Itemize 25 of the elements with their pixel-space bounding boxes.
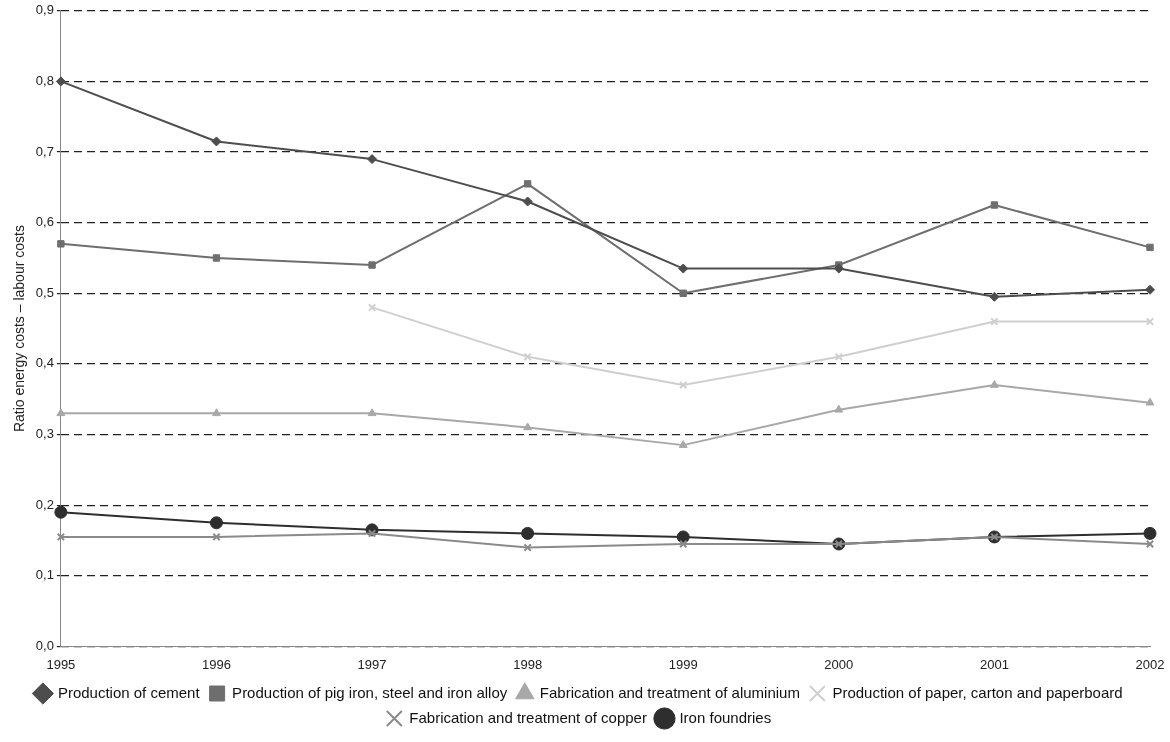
y-tick-label: 0,2 <box>35 496 54 512</box>
legend-label: Production of paper, carton and paperboard <box>832 683 1123 701</box>
y-tick-label: 0,1 <box>35 567 54 583</box>
legend-label: Production of cement <box>57 683 201 701</box>
legend-label: Fabrication and treatment of aluminium <box>539 683 800 701</box>
x-tick-label: 2002 <box>1135 656 1165 672</box>
legend-label: Production of pig iron, steel and iron alloy <box>232 683 508 701</box>
y-tick-label: 0,3 <box>35 426 54 442</box>
x-tick-label: 1998 <box>513 656 543 672</box>
x-tick-label: 1995 <box>46 656 76 672</box>
x-tick-label: 2001 <box>979 656 1009 672</box>
x-tick-label: 1996 <box>202 656 231 672</box>
y-tick-label: 0,5 <box>35 284 54 300</box>
legend-label: Iron foundries <box>679 708 772 726</box>
y-tick-label: 0,9 <box>35 2 54 18</box>
y-tick-label: 0,6 <box>35 214 54 230</box>
x-tick-label: 1997 <box>357 656 387 672</box>
y-tick-label: 0,0 <box>35 637 54 653</box>
y-tick-label: 0,4 <box>35 355 54 371</box>
x-tick-label: 1999 <box>668 656 698 672</box>
y-tick-label: 0,7 <box>35 143 54 159</box>
y-tick-label: 0,8 <box>35 73 54 88</box>
legend-label: Fabrication and treatment of copper <box>409 708 647 726</box>
x-tick-label: 2000 <box>824 656 854 672</box>
y-axis-title: Ratio energy costs – labour costs <box>11 225 28 433</box>
